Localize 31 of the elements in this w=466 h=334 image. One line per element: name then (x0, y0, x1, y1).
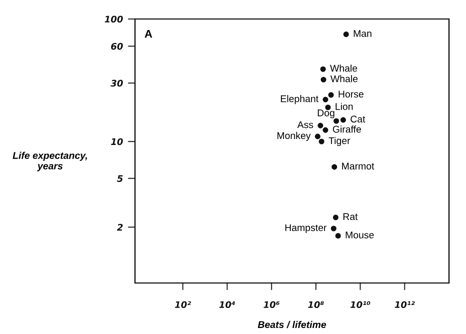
annotation: Cat (350, 116, 366, 123)
annotation: Marmot (342, 162, 374, 170)
annotation: Whale (330, 75, 358, 82)
y-tick-label: 60 (111, 42, 123, 50)
x-tick-label: 10¹⁰ (350, 301, 370, 308)
y-tick-label: 2 (116, 224, 123, 231)
annotation: Whale (330, 64, 358, 72)
y-axis-title: Life expectancy, years (12, 152, 88, 172)
annotation: Man (354, 30, 372, 37)
y-tick-label: 30 (110, 80, 123, 87)
annotation: Horse (338, 90, 364, 98)
y-tick-label: 10 (111, 138, 123, 146)
annotation: Ass (297, 121, 314, 128)
annotation: Tiger (328, 136, 350, 146)
annotation: Rat (343, 213, 358, 220)
y-tick-label: 5 (117, 175, 123, 182)
x-tick-label: 10⁶ (264, 301, 280, 308)
y-tick-label: 100 (104, 16, 123, 23)
annotation: Giraffe (332, 126, 361, 133)
annotation: Monkey (277, 132, 311, 141)
annotation: A (144, 30, 152, 38)
annotation: Lion (336, 102, 353, 110)
annotation: Mouse (346, 232, 374, 238)
x-axis-title: Beats / lifetime (258, 320, 326, 328)
annotation: Dog (318, 110, 334, 118)
x-tick-label: 10⁸ (308, 301, 324, 308)
annotation: Hampster (285, 224, 327, 234)
x-tick-label: 10⁴ (219, 301, 235, 308)
annotation: Elephant (280, 95, 318, 104)
x-tick-label: 10¹² (394, 301, 415, 308)
x-tick-label: 10² (174, 301, 191, 308)
